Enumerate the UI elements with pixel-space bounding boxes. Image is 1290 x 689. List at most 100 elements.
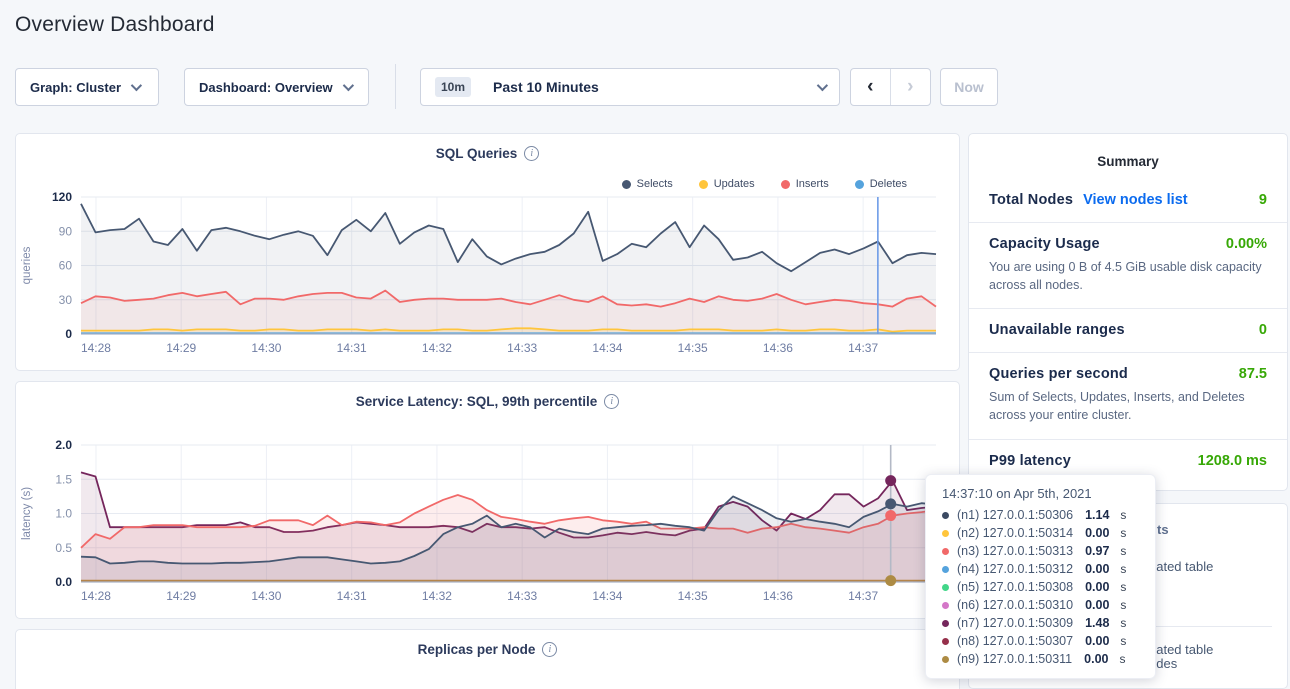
sql-queries-card: SQL Queries i SelectsUpdatesInsertsDelet… [15,133,960,371]
node-latency-value: 0.00 [1085,526,1109,540]
y-tick-label: 0.0 [55,575,72,589]
node-address: (n2) 127.0.0.1:50314 [957,526,1073,540]
time-range-label: Past 10 Minutes [493,79,807,95]
latency-unit: s [1120,544,1126,558]
service-latency-chart[interactable]: 14:2814:2914:3014:3114:3214:3314:3414:35… [16,432,959,617]
metric-label: Total Nodes [989,192,1073,208]
time-range-dropdown[interactable]: 10m Past 10 Minutes [420,68,840,106]
metric-description: Sum of Selects, Updates, Inserts, and De… [989,388,1267,424]
summary-metric: Capacity Usage0.00%You are using 0 B of … [969,222,1287,308]
x-tick-label: 14:31 [337,341,367,355]
sql-queries-chart[interactable]: 14:2814:2914:3014:3114:3214:3314:3414:35… [16,184,959,369]
tooltip-rows: (n1) 127.0.0.1:503061.14s(n2) 127.0.0.1:… [942,506,1139,668]
latency-unit: s [1120,616,1126,630]
info-icon[interactable]: i [542,642,557,657]
events-heading-fragment: ts [1157,522,1169,537]
chevron-down-icon [817,80,828,91]
time-next-button[interactable]: › [891,69,931,105]
toolbar-divider [395,64,396,109]
hover-point [885,498,896,509]
x-tick-label: 14:29 [166,341,196,355]
node-address: (n3) 127.0.0.1:50313 [957,544,1073,558]
sql-queries-title: SQL Queries [436,146,518,161]
event-item-fragment: eated table [1149,559,1213,574]
node-color-dot [942,602,949,609]
latency-unit: s [1119,652,1125,666]
node-latency-value: 0.00 [1084,652,1108,666]
x-tick-label: 14:35 [678,341,708,355]
x-tick-label: 14:32 [422,589,452,603]
y-tick-label: 0.5 [55,541,72,555]
x-tick-label: 14:35 [678,589,708,603]
node-latency-value: 1.14 [1085,508,1109,522]
replicas-per-node-card: Replicas per Node i [15,629,960,689]
summary-metric: Unavailable ranges 0 [969,308,1287,352]
node-latency-value: 0.00 [1085,562,1109,576]
info-icon[interactable]: i [604,394,619,409]
hover-point [885,475,896,486]
y-tick-label: 0 [65,327,72,341]
x-tick-label: 14:37 [848,341,878,355]
x-tick-label: 14:33 [507,341,537,355]
x-tick-label: 14:30 [251,589,281,603]
metric-value: 0 [1259,322,1267,338]
chevron-down-icon [342,80,353,91]
metric-value: 87.5 [1239,366,1267,382]
node-address: (n6) 127.0.0.1:50310 [957,598,1073,612]
y-tick-label: 120 [52,190,72,204]
x-tick-label: 14:28 [81,589,111,603]
summary-title: Summary [969,134,1287,179]
x-tick-label: 14:36 [763,589,793,603]
node-latency-value: 0.00 [1085,598,1109,612]
node-color-dot [942,584,949,591]
hover-point [885,575,896,586]
node-address: (n7) 127.0.0.1:50309 [957,616,1073,630]
x-tick-label: 14:33 [507,589,537,603]
tooltip-row: (n5) 127.0.0.1:503080.00s [942,578,1139,596]
tooltip-row: (n6) 127.0.0.1:503100.00s [942,596,1139,614]
dashboard-selector-label: Dashboard: Overview [199,80,333,95]
service-latency-card: Service Latency: SQL, 99th percentile i … [15,381,960,619]
tooltip-row: (n3) 127.0.0.1:503130.97s [942,542,1139,560]
tooltip-row: (n7) 127.0.0.1:50309 1.48 s [942,614,1139,632]
y-tick-label: 1.0 [55,507,72,521]
node-latency-value: 1.48 [1085,616,1109,630]
latency-unit: s [1120,634,1126,648]
metric-value: 9 [1259,192,1267,208]
graph-selector-dropdown[interactable]: Graph: Cluster [15,68,159,106]
time-prev-button[interactable]: ‹ [851,69,891,105]
node-address: (n4) 127.0.0.1:50312 [957,562,1073,576]
x-tick-label: 14:36 [763,341,793,355]
tooltip-row: (n4) 127.0.0.1:503120.00s [942,560,1139,578]
summary-metric: Queries per second87.5Sum of Selects, Up… [969,352,1287,438]
hover-point [885,510,896,521]
node-color-dot [942,530,949,537]
metric-label: Unavailable ranges [989,322,1125,338]
replicas-per-node-title: Replicas per Node [418,642,536,657]
node-address: (n8) 127.0.0.1:50307 [957,634,1073,648]
view-nodes-list-link[interactable]: View nodes list [1083,192,1188,208]
page-title: Overview Dashboard [15,13,215,37]
y-tick-label: 30 [59,293,73,307]
x-tick-label: 14:30 [251,341,281,355]
node-color-dot [942,656,949,663]
node-color-dot [942,548,949,555]
event-item-fragment: eated table [1149,642,1213,657]
x-tick-label: 14:31 [337,589,367,603]
summary-panel: Summary Total Nodes View nodes list 9 Capac… [968,133,1288,491]
latency-unit: s [1120,580,1126,594]
summary-metric: Total Nodes View nodes list 9 [969,179,1287,222]
time-range-badge: 10m [435,77,471,97]
info-icon[interactable]: i [524,146,539,161]
latency-unit: s [1120,526,1126,540]
chevron-down-icon [131,80,142,91]
node-color-dot [942,638,949,645]
y-axis-title: latency (s) [21,487,33,540]
dashboard-selector-dropdown[interactable]: Dashboard: Overview [184,68,369,106]
y-tick-label: 2.0 [55,438,72,452]
y-tick-label: 1.5 [55,472,72,486]
y-tick-label: 90 [59,224,73,238]
now-button[interactable]: Now [940,68,998,106]
graph-selector-label: Graph: Cluster [30,80,121,95]
y-tick-label: 60 [59,259,73,273]
